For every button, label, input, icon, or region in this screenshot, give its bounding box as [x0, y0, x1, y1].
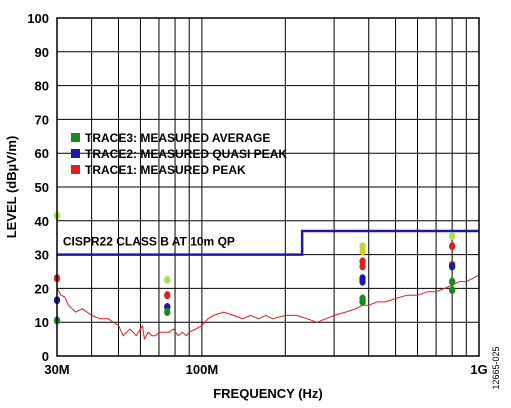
x-axis-title: FREQUENCY (Hz) — [213, 386, 323, 401]
marker — [448, 286, 456, 295]
y-tick-label: 90 — [35, 45, 49, 60]
x-tick-label: 30M — [44, 362, 69, 377]
legend-swatch — [71, 133, 80, 142]
y-tick-label: 0 — [42, 349, 49, 364]
figure-id: 12665-025 — [491, 346, 501, 389]
marker — [448, 262, 456, 271]
y-tick-label: 100 — [27, 11, 49, 26]
grid — [56, 17, 480, 357]
legend: TRACE3: MEASURED AVERAGE TRACE2: MEASURED… — [71, 131, 287, 177]
limit-path — [57, 229, 479, 256]
legend-label: TRACE1: MEASURED PEAK — [85, 163, 246, 177]
y-tick-labels: 0 10 20 30 40 50 60 70 80 90 100 — [27, 11, 49, 364]
y-tick-label: 20 — [35, 281, 49, 296]
y-tick-label: 10 — [35, 315, 49, 330]
y-tick-label: 50 — [35, 180, 49, 195]
x-tick-label: 1G — [470, 362, 487, 377]
marker — [448, 242, 456, 251]
x-tick-label: 100M — [186, 362, 219, 377]
limit-line: CISPR22 CLASS B AT 10m QP — [57, 229, 479, 256]
y-tick-label: 40 — [35, 214, 49, 229]
measurement-markers — [53, 211, 456, 325]
marker — [448, 232, 456, 241]
x-tick-labels: 30M 100M 1G — [44, 362, 487, 377]
legend-label: TRACE2: MEASURED QUASI PEAK — [85, 147, 287, 161]
marker — [164, 291, 171, 300]
trace-peak — [56, 274, 480, 340]
marker — [164, 275, 171, 284]
legend-swatch — [71, 149, 80, 158]
y-tick-label: 70 — [35, 112, 49, 127]
y-tick-label: 30 — [35, 248, 49, 263]
limit-label: CISPR22 CLASS B AT 10m QP — [63, 235, 235, 249]
marker — [359, 297, 366, 306]
marker — [359, 247, 366, 256]
trace-path — [56, 274, 480, 340]
y-tick-label: 80 — [35, 79, 49, 94]
legend-label: TRACE3: MEASURED AVERAGE — [85, 131, 270, 145]
plot-frame — [56, 17, 480, 357]
marker — [448, 277, 456, 286]
marker — [359, 262, 366, 271]
marker — [359, 277, 366, 286]
y-tick-label: 60 — [35, 146, 49, 161]
legend-swatch — [71, 165, 80, 174]
marker — [164, 308, 171, 317]
y-axis-title: LEVEL (dBµV/m) — [4, 136, 19, 239]
